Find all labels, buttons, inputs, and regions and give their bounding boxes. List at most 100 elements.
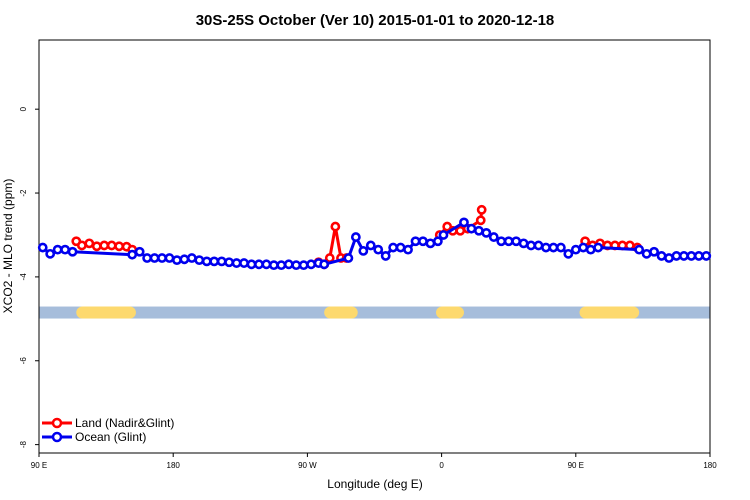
data-point xyxy=(209,256,220,267)
x-tick-label: 180 xyxy=(167,461,181,470)
data-point xyxy=(641,248,652,259)
data-point xyxy=(268,260,279,271)
data-point xyxy=(634,244,645,255)
data-point xyxy=(261,259,272,270)
data-point xyxy=(291,260,302,271)
data-point xyxy=(91,241,102,252)
data-point xyxy=(563,248,574,259)
data-point xyxy=(319,259,330,270)
data-point xyxy=(380,251,391,261)
data-point xyxy=(134,246,145,257)
data-point xyxy=(373,244,384,255)
data-point xyxy=(671,251,682,261)
data-point xyxy=(106,240,117,251)
data-point xyxy=(52,244,63,255)
data-point xyxy=(511,236,522,247)
y-tick-label: -4 xyxy=(19,273,28,281)
data-point xyxy=(548,242,559,253)
legend-marker-ocean xyxy=(51,431,63,443)
data-point xyxy=(224,257,235,268)
data-point xyxy=(473,225,484,236)
y-axis-label: XCO2 - MLO trend (ppm) xyxy=(1,179,15,314)
data-point xyxy=(481,227,492,238)
data-point xyxy=(239,258,249,268)
y-axis: 0 -2 -4 -6 -8 xyxy=(19,106,39,448)
data-point xyxy=(455,225,466,236)
data-point xyxy=(231,258,242,268)
data-point xyxy=(276,260,287,271)
data-point xyxy=(541,242,551,253)
data-point xyxy=(99,240,110,251)
surface-land-patch xyxy=(76,306,136,319)
data-point xyxy=(496,236,507,247)
data-point xyxy=(76,240,87,251)
data-point xyxy=(459,217,469,228)
data-point xyxy=(127,249,138,260)
data-point xyxy=(526,240,536,251)
x-tick-label: 0 xyxy=(439,461,444,470)
data-point xyxy=(350,232,361,242)
data-point xyxy=(410,236,421,247)
y-tick-label: -6 xyxy=(19,357,28,365)
data-point xyxy=(388,242,399,253)
data-point xyxy=(254,259,264,270)
data-point xyxy=(418,236,428,247)
data-point xyxy=(395,242,406,253)
data-point xyxy=(60,244,70,255)
x-tick-label: 90 E xyxy=(568,461,584,470)
legend-label-land: Land (Nadir&Glint) xyxy=(75,416,174,430)
y-tick-label: 0 xyxy=(19,106,28,111)
data-point xyxy=(179,254,190,265)
data-point xyxy=(533,240,544,251)
y-tick-label: -8 xyxy=(19,441,28,449)
data-point xyxy=(365,240,376,251)
data-point xyxy=(358,246,369,256)
series-layer xyxy=(37,204,712,271)
data-point xyxy=(656,251,667,261)
data-point xyxy=(246,259,257,270)
data-point xyxy=(157,253,167,263)
data-point xyxy=(701,251,712,261)
data-point xyxy=(679,251,689,261)
data-point xyxy=(84,238,95,249)
data-point xyxy=(693,251,704,261)
x-tick-label: 90 E xyxy=(31,461,47,470)
x-tick-label: 90 W xyxy=(298,461,317,470)
data-point xyxy=(114,241,125,252)
legend-marker-land xyxy=(51,417,63,429)
data-point xyxy=(403,244,413,255)
data-point xyxy=(186,253,197,263)
data-point xyxy=(475,215,486,226)
data-point xyxy=(555,242,566,253)
data-point xyxy=(45,248,56,259)
data-point xyxy=(649,246,659,257)
data-point xyxy=(172,255,182,266)
data-point xyxy=(432,236,443,247)
data-point xyxy=(503,236,514,247)
data-point xyxy=(578,242,589,253)
data-point xyxy=(37,242,48,253)
x-axis-label: Longitude (deg E) xyxy=(327,477,422,491)
data-point xyxy=(664,253,674,263)
legend-label-ocean: Ocean (Glint) xyxy=(75,430,146,444)
data-point xyxy=(425,238,436,249)
data-point xyxy=(686,251,697,261)
chart-title: 30S-25S October (Ver 10) 2015-01-01 to 2… xyxy=(196,12,555,29)
data-point xyxy=(142,253,153,263)
surface-land-patch xyxy=(579,306,640,319)
data-point xyxy=(194,255,205,266)
data-point xyxy=(466,223,477,234)
x-axis: 90 E 180 90 W 0 90 E 180 xyxy=(31,453,717,470)
data-point xyxy=(216,256,227,267)
data-point xyxy=(476,204,487,215)
y-tick-label: -2 xyxy=(19,189,28,197)
x-tick-label: 180 xyxy=(703,461,717,470)
surface-bar xyxy=(39,306,710,319)
data-point xyxy=(306,259,317,270)
data-point xyxy=(585,244,596,255)
data-point xyxy=(593,242,604,253)
data-point xyxy=(438,230,449,240)
surface-land-patch xyxy=(324,306,358,319)
data-point xyxy=(283,259,294,270)
